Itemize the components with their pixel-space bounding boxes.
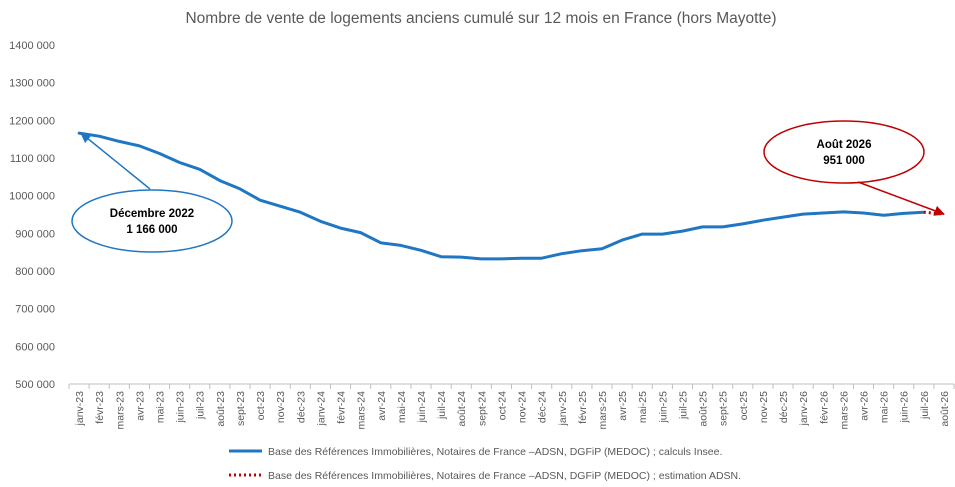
y-tick-label: 1400 000 (9, 40, 55, 52)
chart-title: Nombre de vente de logements anciens cum… (185, 10, 776, 27)
x-tick-label: mars-24 (356, 391, 368, 430)
x-tick-label: déc-24 (537, 391, 549, 423)
x-tick-label: nov-25 (758, 391, 770, 423)
y-tick-label: 900 000 (15, 228, 55, 240)
x-tick-label: sept-24 (476, 391, 488, 426)
x-tick-label: déc-23 (295, 391, 307, 423)
x-tick-label: juin-26 (899, 391, 911, 424)
annotations: Décembre 2022 1 166 000 Août 2026 951 000 (71, 120, 945, 253)
annotation-value: 951 000 (823, 155, 865, 167)
x-tick-label: avr-23 (134, 391, 146, 421)
x-tick-label: mai-23 (155, 391, 167, 423)
x-tick-label: oct-25 (738, 391, 750, 420)
x-tick-label: mai-25 (637, 391, 649, 423)
y-tick-label: 1200 000 (9, 115, 55, 127)
x-axis: janv-23 févr-23 mars-23 avr-23 mai-23 juin-23… (68, 383, 955, 430)
legend-label: Base des Références Immobilières, Notair… (268, 446, 722, 458)
x-tick-label: sept-25 (718, 391, 730, 426)
y-tick-label: 1000 000 (9, 191, 55, 203)
x-tick-label: févr-26 (818, 391, 830, 424)
x-tick-label: juil-25 (677, 391, 689, 420)
x-tick-label: oct-23 (255, 391, 267, 420)
x-tick-label: janv-23 (74, 391, 86, 427)
x-tick-label: janv-26 (798, 391, 810, 427)
y-axis: 500 000 600 000 700 000 800 000 900 000 1000 … (9, 40, 55, 391)
x-tick-label: mai-26 (879, 391, 891, 423)
x-tick-label: août-24 (456, 391, 468, 427)
y-tick-label: 800 000 (15, 266, 55, 278)
x-tick-label: juil-26 (919, 391, 931, 420)
x-tick-label: juin-24 (416, 391, 428, 424)
x-tick-label: août-23 (215, 391, 227, 427)
x-tick-label: août-26 (939, 391, 951, 427)
x-tick-label: sept-23 (235, 391, 247, 426)
x-tick-label: avr-24 (376, 391, 388, 421)
y-tick-label: 1100 000 (10, 153, 55, 165)
legend: Base des Références Immobilières, Notair… (229, 446, 741, 482)
annotation-value: 1 166 000 (126, 224, 177, 236)
y-tick-label: 600 000 (15, 341, 55, 353)
x-tick-label: janv-24 (315, 391, 327, 427)
y-tick-label: 500 000 (15, 379, 55, 391)
annotation-arrow (857, 181, 945, 216)
x-tick-label: févr-25 (577, 391, 589, 424)
x-tick-label: nov-23 (275, 391, 287, 423)
annotation-arrow (80, 132, 151, 190)
x-tick-label: mars-25 (597, 391, 609, 430)
annotation-ellipse (763, 120, 925, 184)
x-tick-label: avr-25 (617, 391, 629, 421)
x-tick-label: oct-24 (496, 391, 508, 420)
x-tick-label: avr-26 (858, 391, 870, 421)
x-tick-label: févr-23 (94, 391, 106, 424)
x-tick-label: juil-23 (195, 391, 207, 420)
x-tick-label: déc-25 (778, 391, 790, 423)
x-tick-label: mars-23 (114, 391, 126, 430)
annotation-label: Août 2026 (817, 139, 872, 151)
x-tick-label: févr-24 (336, 391, 348, 424)
annotation-label: Décembre 2022 (110, 208, 194, 220)
x-tick-label: mai-24 (396, 391, 408, 423)
series-group (77, 131, 945, 261)
x-tick-label: juin-25 (657, 391, 669, 424)
x-tick-label: nov-24 (517, 391, 529, 423)
annotation-ellipse (71, 189, 233, 253)
x-tick-label: juil-24 (436, 391, 448, 420)
x-tick-label: juin-23 (175, 391, 187, 424)
x-tick-label: mars-26 (838, 391, 850, 430)
series-line-observed (77, 131, 926, 261)
y-tick-label: 700 000 (15, 304, 55, 316)
legend-label: Base des Références Immobilières, Notair… (268, 470, 741, 482)
x-tick-label: janv-25 (557, 391, 569, 427)
y-tick-label: 1300 000 (9, 78, 55, 90)
x-tick-label: août-25 (698, 391, 710, 427)
